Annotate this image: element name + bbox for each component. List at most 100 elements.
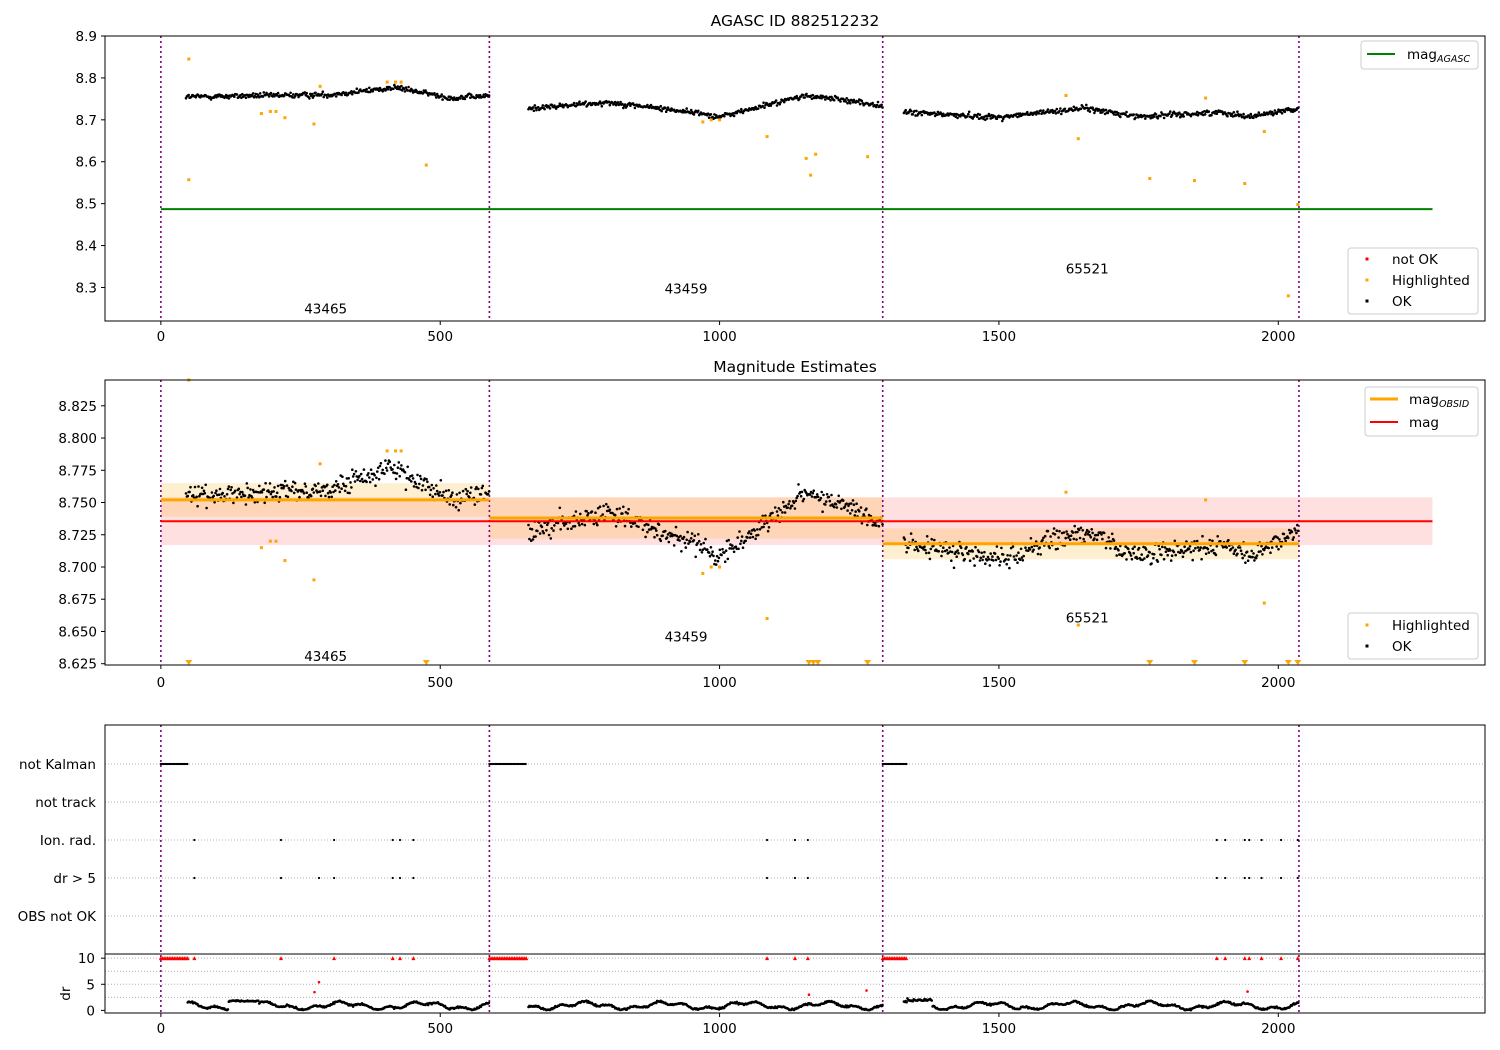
ok-point [554, 107, 558, 110]
ok-point [792, 501, 796, 505]
ok-point [379, 462, 383, 465]
ok-point [699, 543, 703, 546]
y-tick-label: 8.9 [76, 29, 97, 45]
ok-point [1200, 557, 1203, 561]
ok-point [718, 548, 722, 552]
dr-flagged-point [765, 956, 770, 961]
ok-point [657, 106, 661, 109]
ok-point [1007, 558, 1010, 561]
highlighted-point [268, 539, 272, 543]
ok-point [855, 502, 858, 506]
ok-point [536, 529, 539, 533]
dr-point [404, 1005, 408, 1008]
ok-point [460, 95, 464, 98]
ok-point [1191, 558, 1194, 562]
ok-point [292, 480, 295, 484]
ok-point [1085, 531, 1088, 534]
ok-point [957, 551, 960, 555]
ok-point [292, 491, 296, 495]
ok-point [1210, 114, 1213, 117]
ok-point [1241, 556, 1244, 560]
ok-point [1158, 547, 1161, 551]
y-tick-label: 10 [78, 951, 95, 967]
x-tick-label: 2000 [1261, 675, 1295, 691]
ok-point [1100, 533, 1103, 536]
ok-point [618, 507, 621, 510]
ok-point [799, 494, 803, 498]
ok-point [200, 486, 204, 490]
ok-point [827, 495, 831, 499]
ok-point [849, 502, 853, 505]
ok-point [225, 493, 229, 496]
ok-point [314, 484, 317, 488]
ok-point [849, 102, 852, 105]
ok-point [1203, 113, 1207, 116]
ok-point [810, 495, 814, 498]
ok-point [1208, 538, 1211, 542]
ok-point [653, 535, 656, 539]
ok-point [830, 493, 833, 497]
ok-point [903, 538, 907, 541]
ok-point [731, 547, 735, 550]
ion-rad-point [193, 838, 196, 842]
ok-point [230, 486, 233, 489]
ok-point [324, 494, 327, 498]
ok-point [388, 460, 392, 464]
ok-point [1039, 553, 1042, 556]
ok-point [250, 496, 254, 500]
ok-point [754, 537, 757, 541]
ok-point [1119, 115, 1122, 119]
ok-point [588, 101, 592, 105]
highlighted-point [399, 80, 403, 84]
ok-point [1231, 546, 1235, 549]
ok-point [397, 461, 401, 464]
ok-point [253, 501, 257, 504]
ok-point [1026, 110, 1029, 114]
ok-point [735, 547, 739, 551]
ok-point [1090, 528, 1093, 531]
ok-point [590, 510, 594, 513]
ok-point [448, 503, 452, 506]
ion-rad-point [412, 838, 415, 842]
ok-point [483, 95, 486, 99]
ok-point [289, 91, 292, 95]
ok-point [1028, 548, 1032, 551]
ok-point [1290, 530, 1294, 534]
ok-point [1034, 540, 1038, 543]
highlighted-point [814, 152, 818, 156]
ok-point [1291, 538, 1295, 541]
ok-point [1057, 536, 1060, 539]
not-kalman-points [159, 762, 908, 766]
ok-point [407, 85, 410, 89]
ok-point [233, 95, 236, 98]
ok-point [229, 488, 232, 492]
ok-point [847, 504, 850, 508]
legend-marker [1365, 644, 1369, 648]
legend-marker [1365, 278, 1369, 282]
ok-point [998, 564, 1001, 567]
y-tick-label: 8.6 [76, 155, 97, 171]
axes-frame [104, 35, 1486, 322]
ok-point [858, 102, 862, 106]
ok-point [775, 510, 779, 513]
ok-point [1246, 559, 1250, 562]
ok-point [1252, 552, 1255, 555]
ok-point [347, 477, 351, 480]
highlighted-point [312, 578, 316, 582]
out-of-range-marker [1284, 660, 1292, 665]
ok-point [1211, 539, 1214, 543]
ok-point [310, 92, 314, 96]
ok-point [596, 506, 600, 510]
ok-point [850, 509, 854, 512]
ok-point [666, 533, 670, 536]
axes-frame [104, 724, 1486, 1014]
ok-point [428, 493, 432, 497]
ok-point [1152, 115, 1156, 118]
ok-point [981, 558, 984, 562]
ok-point [1055, 107, 1059, 111]
ok-point [822, 493, 825, 497]
ok-point [478, 93, 482, 97]
ok-point [447, 489, 451, 492]
dr-gt5-point [398, 876, 402, 880]
ok-point [1241, 115, 1244, 118]
